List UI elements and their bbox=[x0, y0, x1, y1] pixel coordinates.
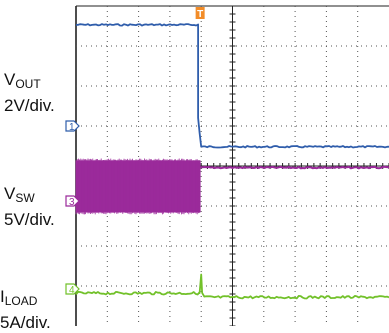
trigger-marker-text: T bbox=[197, 9, 203, 20]
iload-marker-shape bbox=[65, 283, 80, 295]
iload-label-sub: LOAD bbox=[4, 294, 38, 308]
vout-trace bbox=[75, 23, 389, 149]
iload-ground-marker: 4 bbox=[65, 283, 80, 296]
vout-label: VOUT 2V/div. bbox=[4, 69, 55, 116]
vsw-switching-ringing bbox=[75, 158, 200, 215]
vout-scale: 2V/div. bbox=[4, 96, 55, 115]
vsw-trace bbox=[200, 165, 389, 170]
iload-marker-text: 4 bbox=[69, 285, 75, 296]
iload-trace bbox=[75, 273, 389, 300]
traces bbox=[75, 23, 389, 300]
iload-label-main: I bbox=[0, 287, 5, 306]
vsw-label: VSW 5V/div. bbox=[4, 183, 55, 230]
vout-label-main: V bbox=[4, 70, 16, 89]
oscilloscope-plot: 1 3 4 T bbox=[65, 5, 389, 326]
vout-marker-shape bbox=[65, 120, 80, 132]
vsw-scale: 5V/div. bbox=[4, 210, 55, 229]
channel-markers: 1 3 4 T bbox=[65, 7, 205, 296]
vout-ground-marker: 1 bbox=[65, 120, 80, 133]
vsw-marker-shape bbox=[65, 195, 80, 207]
iload-scale: 5A/div. bbox=[0, 313, 51, 332]
vsw-marker-text: 3 bbox=[69, 197, 75, 208]
trigger-marker: T bbox=[195, 7, 205, 20]
vout-marker-text: 1 bbox=[69, 122, 75, 133]
trigger-marker-box bbox=[195, 7, 205, 19]
vsw-label-sub: SW bbox=[15, 191, 35, 205]
vout-label-sub: OUT bbox=[15, 77, 41, 91]
vsw-ground-marker: 3 bbox=[65, 195, 80, 208]
vsw-label-main: V bbox=[4, 184, 16, 203]
